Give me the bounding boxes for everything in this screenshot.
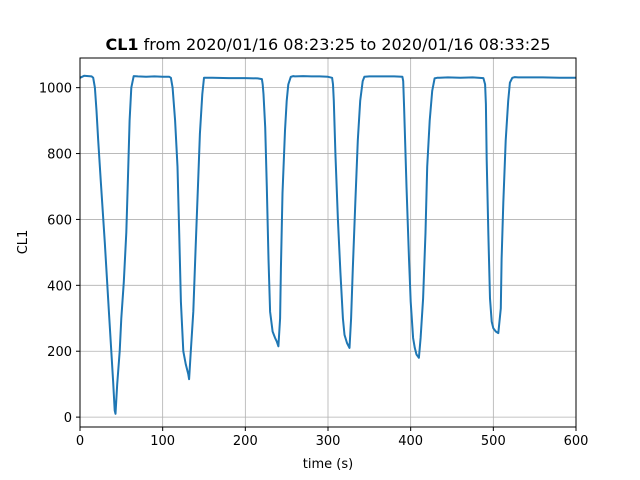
- chart-title-rest: from 2020/01/16 08:23:25 to 2020/01/16 0…: [139, 35, 551, 54]
- x-tick-label: 100: [150, 434, 175, 449]
- x-tick-label: 500: [481, 434, 506, 449]
- y-tick-label: 600: [47, 213, 72, 228]
- y-axis-label: CL1: [16, 230, 31, 255]
- x-tick-label: 600: [564, 434, 589, 449]
- plot-area: [79, 74, 576, 415]
- x-tick-label: 0: [76, 434, 84, 449]
- y-tick-label: 0: [64, 411, 72, 426]
- grid: [79, 58, 577, 427]
- y-tick-label: 800: [47, 148, 72, 163]
- x-axis-label: time (s): [303, 457, 353, 472]
- y-tick-label: 1000: [39, 82, 72, 97]
- chart-title-bold: CL1: [105, 35, 138, 54]
- x-tick-label: 300: [316, 434, 341, 449]
- y-tick-label: 400: [47, 279, 72, 294]
- series-line-cl1: [79, 74, 576, 415]
- axes: 0 100 200 300 400 500 600 0 200 400 600 800 1000: [39, 57, 589, 449]
- chart-title: CL1 from 2020/01/16 08:23:25 to 2020/01/…: [105, 35, 550, 54]
- y-tick-label: 200: [47, 345, 72, 360]
- x-tick-label: 200: [233, 434, 258, 449]
- x-tick-label: 400: [398, 434, 423, 449]
